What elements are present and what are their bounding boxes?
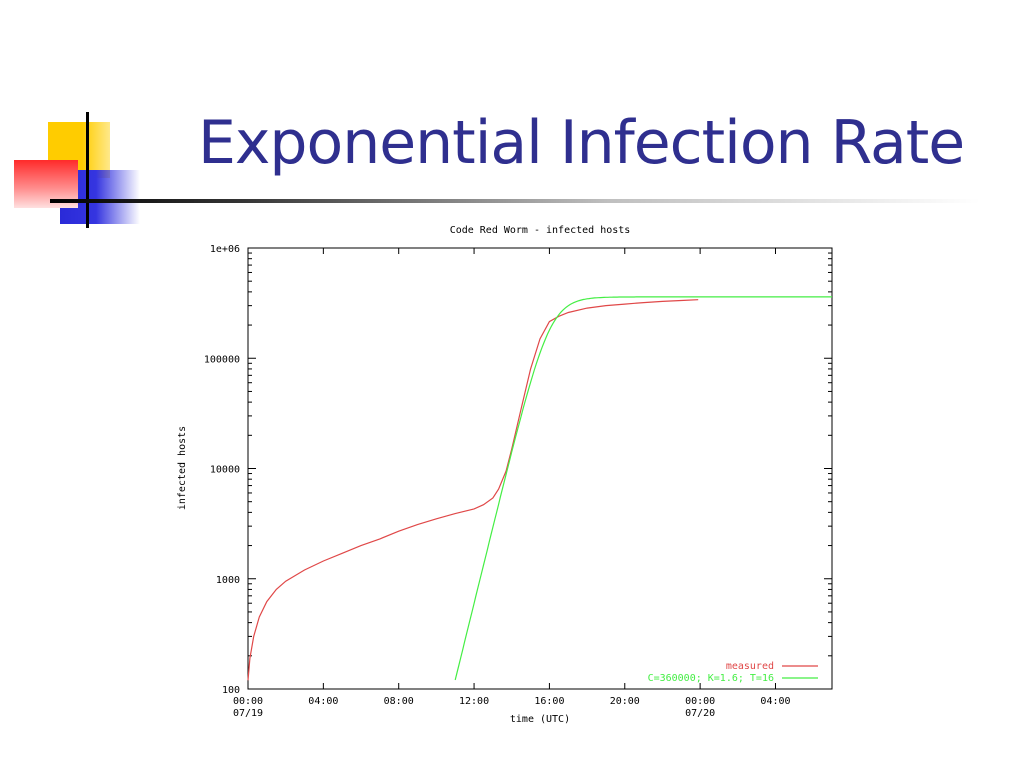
x-tick-label: 20:00	[610, 696, 640, 707]
legend-label: measured	[726, 661, 774, 672]
series-group	[247, 296, 832, 681]
x-tick-label: 04:00	[308, 696, 338, 707]
y-tick-label: 10000	[210, 465, 240, 476]
x-tick-label: 08:00	[384, 696, 414, 707]
x-axis-label: time (UTC)	[510, 714, 570, 725]
x-tick-label: 04:00	[760, 696, 790, 707]
chart-title: Code Red Worm - infected hosts	[450, 225, 631, 236]
legend-label: C=360000; K=1.6; T=16	[648, 673, 774, 684]
y-tick-label: 1e+06	[210, 244, 240, 255]
title-underline	[50, 199, 980, 203]
y-tick-label: 100000	[204, 354, 240, 365]
slide-title: Exponential Infection Rate	[198, 108, 965, 178]
decor-vertical-line	[86, 112, 89, 228]
plot-frame	[247, 247, 833, 690]
y-axis-label: infected hosts	[177, 426, 188, 510]
y-tick-label: 1000	[216, 575, 240, 586]
series-model-line	[454, 296, 832, 681]
x-tick-sublabel: 07/19	[233, 708, 263, 719]
x-tick-sublabel: 07/20	[685, 708, 715, 719]
x-tick-label: 12:00	[459, 696, 489, 707]
x-tick-label: 00:00	[233, 696, 263, 707]
x-tick-label: 00:00	[685, 696, 715, 707]
x-tick-label: 16:00	[534, 696, 564, 707]
series-measured-line	[247, 299, 699, 681]
y-tick-label: 100	[222, 685, 240, 696]
